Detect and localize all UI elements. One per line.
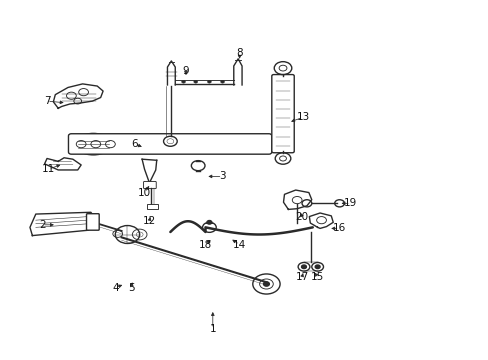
Text: 15: 15 xyxy=(310,272,324,282)
Circle shape xyxy=(193,80,197,83)
Polygon shape xyxy=(30,212,96,235)
Polygon shape xyxy=(53,84,103,108)
Text: 11: 11 xyxy=(42,164,55,174)
Text: 5: 5 xyxy=(128,283,134,293)
Circle shape xyxy=(207,80,211,83)
Text: 17: 17 xyxy=(295,272,308,282)
Circle shape xyxy=(301,265,306,269)
Ellipse shape xyxy=(75,134,111,155)
FancyBboxPatch shape xyxy=(143,181,156,189)
Circle shape xyxy=(220,80,224,83)
Polygon shape xyxy=(283,190,311,210)
Polygon shape xyxy=(309,213,332,228)
Text: 6: 6 xyxy=(131,139,138,149)
Text: 4: 4 xyxy=(112,283,119,293)
Circle shape xyxy=(181,80,185,83)
Circle shape xyxy=(206,221,211,224)
Text: 9: 9 xyxy=(183,66,189,76)
Text: 7: 7 xyxy=(43,96,50,106)
Circle shape xyxy=(315,265,320,269)
Polygon shape xyxy=(44,158,81,170)
Text: 19: 19 xyxy=(344,198,357,208)
Bar xyxy=(147,204,158,209)
Text: 10: 10 xyxy=(138,188,151,198)
FancyBboxPatch shape xyxy=(68,134,271,154)
Text: 12: 12 xyxy=(142,216,156,226)
Text: 14: 14 xyxy=(232,239,246,249)
Text: 1: 1 xyxy=(209,324,216,334)
Text: 18: 18 xyxy=(199,239,212,249)
Text: 2: 2 xyxy=(39,220,45,230)
Circle shape xyxy=(263,282,269,286)
Text: 16: 16 xyxy=(332,224,346,233)
Text: 8: 8 xyxy=(236,48,243,58)
FancyBboxPatch shape xyxy=(271,75,294,153)
Text: 13: 13 xyxy=(296,112,309,122)
Text: 3: 3 xyxy=(219,171,225,181)
FancyBboxPatch shape xyxy=(86,214,99,230)
Text: 20: 20 xyxy=(295,212,308,221)
